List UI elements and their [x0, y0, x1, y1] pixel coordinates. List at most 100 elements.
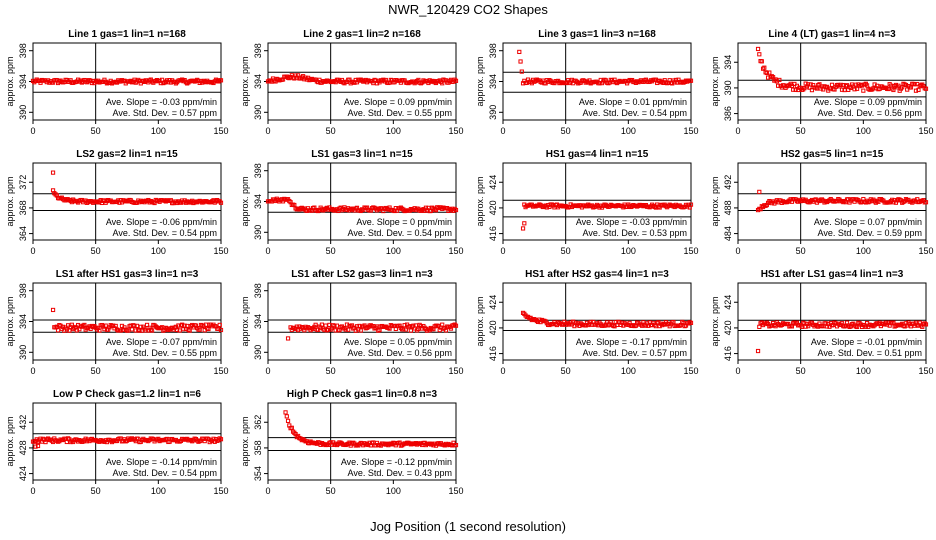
y-axis-label: approx. ppm — [240, 296, 250, 346]
data-point — [284, 414, 289, 419]
data-point — [358, 328, 363, 333]
y-tick-label: 390 — [723, 80, 733, 95]
x-tick-label: 150 — [213, 366, 228, 376]
data-point — [218, 78, 224, 83]
x-tick-label: 150 — [918, 126, 933, 136]
y-tick-label: 390 — [18, 345, 28, 360]
x-tick-label: 100 — [386, 366, 401, 376]
data-point — [923, 86, 929, 91]
data-points — [265, 196, 459, 214]
x-tick-label: 100 — [151, 246, 166, 256]
data-point — [767, 70, 772, 75]
data-point — [374, 324, 380, 329]
y-tick-label: 428 — [18, 440, 28, 455]
data-point — [323, 323, 328, 328]
data-point — [517, 49, 522, 55]
data-point — [144, 322, 150, 328]
y-tick-label: 398 — [253, 43, 263, 58]
y-axis-label: approx. ppm — [710, 296, 720, 346]
panel-title: HS1 after LS1 gas=4 lin=1 n=3 — [761, 269, 904, 280]
y-axis-label: approx. ppm — [240, 416, 250, 466]
data-points — [50, 170, 224, 206]
y-tick-label: 390 — [253, 225, 263, 240]
data-point — [571, 319, 576, 324]
y-tick-label: 358 — [253, 440, 263, 455]
data-point — [817, 82, 822, 87]
y-tick-label: 394 — [253, 74, 263, 89]
y-tick-label: 416 — [723, 346, 733, 361]
std-dev-annotation: Ave. Std. Dev. = 0.54 ppm — [113, 228, 217, 238]
std-dev-annotation: Ave. Std. Dev. = 0.56 ppm — [348, 348, 452, 358]
data-point — [891, 87, 896, 93]
y-tick-label: 394 — [18, 314, 28, 329]
panel-title: High P Check gas=1 lin=0.8 n=3 — [287, 389, 438, 400]
data-point — [793, 87, 798, 92]
y-axis-label: approx. ppm — [710, 176, 720, 226]
x-tick-label: 150 — [213, 126, 228, 136]
data-point — [407, 324, 412, 329]
panel-title: LS1 after LS2 gas=3 lin=1 n=3 — [291, 269, 433, 280]
chart-panel-8: HS2 gas=5 lin=1 n=15 0 50 100 150 484 488 492ap… — [710, 149, 934, 256]
x-tick-label: 100 — [386, 246, 401, 256]
data-point — [808, 82, 813, 87]
x-tick-label: 0 — [735, 366, 740, 376]
x-tick-label: 100 — [151, 486, 166, 496]
x-tick-label: 100 — [151, 366, 166, 376]
slope-annotation: Ave. Slope = 0.01 ppm/min — [579, 97, 687, 107]
data-point — [453, 323, 459, 328]
x-tick-label: 100 — [386, 126, 401, 136]
chart-panel-12: HS1 after LS1 gas=4 lin=1 n=3 0 50 100 150 41… — [710, 269, 934, 376]
chart-panel-3: Line 3 gas=1 lin=3 n=168 0 50 100 150 390 394 3… — [475, 29, 699, 136]
data-point — [332, 324, 337, 329]
data-point — [443, 328, 449, 333]
data-point — [319, 322, 324, 327]
y-axis-label: approx. ppm — [5, 296, 15, 346]
data-point — [50, 307, 56, 313]
panel-title: LS1 gas=3 lin=1 n=15 — [311, 149, 413, 160]
y-tick-label: 420 — [488, 200, 498, 215]
data-point — [60, 324, 66, 329]
data-point — [765, 75, 771, 80]
panel-title: Line 3 gas=1 lin=3 n=168 — [538, 29, 656, 40]
data-points — [50, 307, 224, 333]
data-point — [333, 328, 338, 333]
y-tick-label: 424 — [488, 295, 498, 310]
x-tick-label: 50 — [796, 126, 806, 136]
data-point — [903, 82, 909, 88]
x-tick-label: 0 — [265, 126, 270, 136]
x-tick-label: 0 — [265, 486, 270, 496]
slope-annotation: Ave. Slope = -0.14 ppm/min — [106, 457, 217, 467]
slope-annotation: Ave. Slope = -0.17 ppm/min — [576, 337, 687, 347]
y-tick-label: 398 — [18, 283, 28, 298]
panel-title: HS1 after HS2 gas=4 lin=1 n=3 — [525, 269, 669, 280]
data-point — [688, 78, 694, 83]
chart-panel-10: LS1 after LS2 gas=3 lin=1 n=3 0 50 100 150 39… — [240, 269, 464, 376]
x-tick-label: 100 — [856, 366, 871, 376]
chart-panel-7: HS1 gas=4 lin=1 n=15 0 50 100 150 416 420 424ap… — [475, 149, 699, 256]
data-point — [283, 410, 288, 415]
data-point — [55, 328, 61, 333]
data-point — [842, 87, 847, 93]
data-point — [402, 323, 407, 328]
data-point — [757, 189, 762, 194]
x-tick-label: 150 — [448, 246, 463, 256]
y-tick-label: 420 — [488, 320, 498, 335]
data-point — [518, 59, 523, 64]
std-dev-annotation: Ave. Std. Dev. = 0.54 ppm — [583, 108, 687, 118]
x-tick-label: 50 — [561, 366, 571, 376]
data-point — [859, 83, 865, 88]
data-point — [82, 322, 87, 328]
chart-panel-9: LS1 after HS1 gas=3 lin=1 n=3 0 50 100 150 39… — [5, 269, 229, 376]
y-tick-label: 492 — [723, 175, 733, 190]
std-dev-annotation: Ave. Std. Dev. = 0.55 ppm — [113, 348, 217, 358]
x-tick-label: 50 — [91, 246, 101, 256]
data-point — [103, 323, 108, 328]
data-point — [871, 86, 876, 91]
data-point — [791, 87, 796, 92]
y-tick-label: 416 — [488, 346, 498, 361]
data-point — [453, 207, 459, 213]
chart-panel-5: LS2 gas=2 lin=1 n=15 0 50 100 150 364 368 372ap… — [5, 149, 229, 256]
data-point — [357, 323, 362, 329]
y-tick-label: 424 — [18, 466, 28, 481]
data-point — [416, 326, 421, 332]
